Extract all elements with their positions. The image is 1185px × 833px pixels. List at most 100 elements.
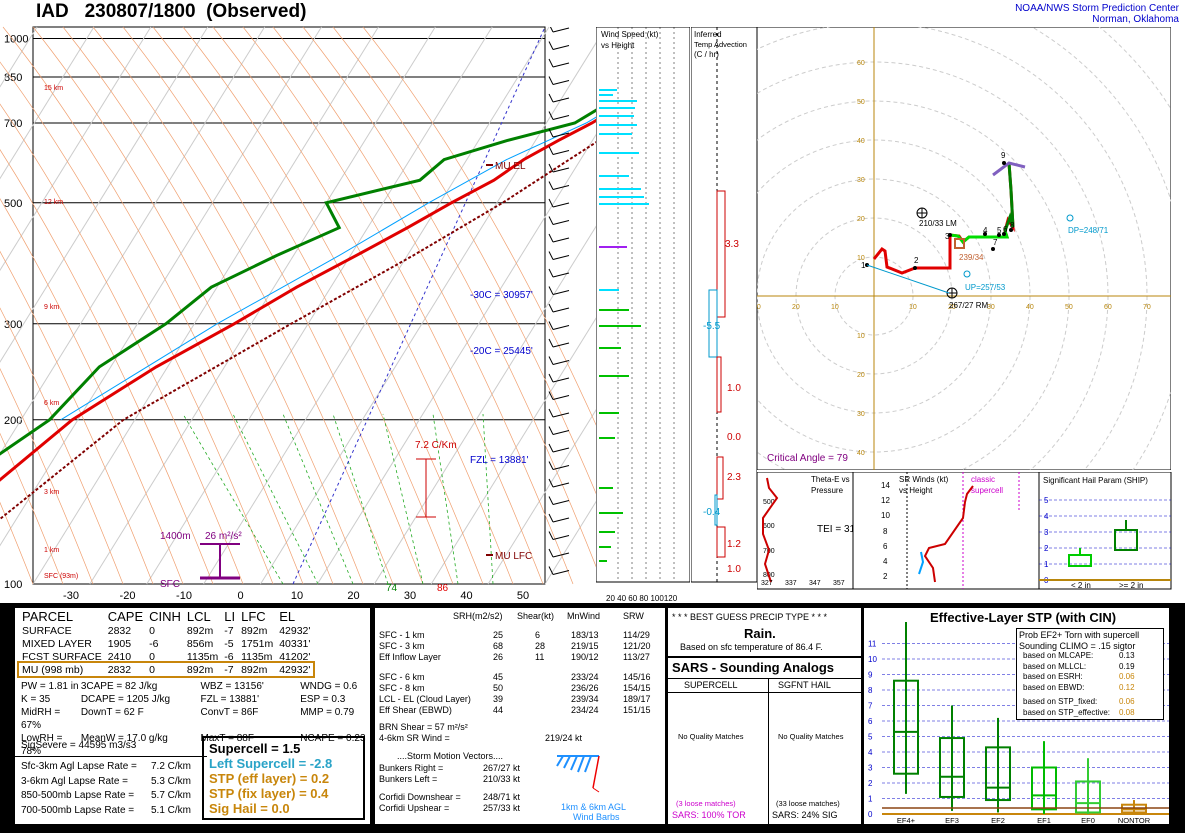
svg-text:< 2 in: < 2 in	[1071, 581, 1091, 590]
isotherm	[146, 26, 493, 585]
hodo-x-tick: 60	[1104, 304, 1112, 311]
kin-cell: 44	[493, 705, 504, 715]
wind-barb	[552, 535, 570, 540]
kin-cell: 26	[493, 652, 504, 662]
wind-barb	[552, 395, 570, 400]
kin-cell: 190/12	[571, 652, 599, 662]
lapse-row: 3-6km Agl Lapse Rate = 5.3 C/km	[21, 775, 192, 787]
mu-el-label: MU EL	[495, 161, 526, 172]
kin-cell: SFC - 1 km	[379, 630, 425, 640]
wind-barb-flag	[548, 513, 554, 523]
wind-barb	[552, 307, 570, 313]
wind-barb	[552, 80, 570, 85]
stp-prob-row: based on MLLCL: 0.19	[1023, 661, 1135, 671]
stp-prob-row: based on EBWD: 0.12	[1023, 682, 1135, 692]
dry-adiabat	[362, 26, 600, 435]
ship-y-tick: 2	[1044, 544, 1049, 553]
height-label: 6 km	[44, 400, 59, 407]
wind-barb-flag	[549, 27, 554, 33]
temp-tick: 50	[517, 590, 529, 602]
isotherm	[0, 26, 265, 455]
isotherm	[317, 127, 600, 585]
sars-panel: SARS - Sounding Analogs SUPERCELL SGFNT …	[666, 656, 863, 826]
svg-text:>= 2 in: >= 2 in	[1119, 581, 1143, 590]
wind-speed-bar	[599, 560, 607, 562]
lapse-row: 850-500mb Lapse Rate = 5.7 C/km	[21, 790, 192, 801]
svg-text:3.3: 3.3	[725, 239, 739, 250]
wind-speed-bar	[599, 487, 613, 489]
dry-adiabat	[0, 103, 244, 585]
mixing-ratio	[432, 413, 459, 585]
dry-adiabat	[0, 250, 154, 585]
kin-cell: LCL - EL (Cloud Layer)	[379, 694, 471, 704]
lapse-row: Sfc-3km Agl Lapse Rate = 7.2 C/km	[21, 761, 192, 772]
stp-category: NONTOR	[1118, 816, 1151, 824]
isotherm	[487, 402, 600, 585]
hodo-y-tick: 30	[857, 177, 865, 184]
svg-text:3: 3	[945, 232, 950, 241]
svg-text:SR Winds (kt): SR Winds (kt)	[899, 475, 949, 484]
hodo-x-tick: 10	[909, 304, 917, 311]
wind-speed-bar	[599, 347, 621, 349]
wind-barb	[552, 202, 570, 208]
wind-barb	[552, 570, 570, 575]
dry-adiabat	[272, 26, 574, 585]
svg-text:1.2: 1.2	[727, 539, 741, 550]
height-label: 3 km	[44, 489, 59, 496]
kin-cell: 234/24	[571, 705, 599, 715]
dry-adiabat	[62, 26, 364, 585]
wind-barb	[552, 62, 570, 68]
lapse-label: 7.2 C/Km	[415, 440, 457, 451]
stp-y-tick: 3	[868, 764, 873, 773]
parcel-row: MIXED LAYER 1905 -6 856m -5 1751m 40331'	[22, 637, 311, 650]
m20c-label: -20C = 25445'	[470, 346, 533, 357]
stp-y-tick: 4	[868, 748, 873, 757]
wind-speed-bar	[599, 546, 611, 548]
kin-cell: 25	[493, 630, 504, 640]
kin-cell: 189/17	[623, 694, 651, 704]
svg-text:classic: classic	[971, 475, 995, 484]
wind-barb-flag	[548, 496, 554, 505]
dry-adiabat	[0, 368, 94, 585]
pressure-tick: 300	[4, 319, 22, 331]
hodo-x-tick: 30	[987, 304, 995, 311]
temp-tick: 30	[404, 590, 416, 602]
ws-title: Wind Speed (kt)	[601, 30, 659, 39]
fzl-label: FZL = 13881'	[470, 455, 529, 466]
stp-y-tick: 9	[868, 671, 873, 680]
mixing-ratio	[482, 413, 494, 585]
svg-text:600: 600	[763, 523, 775, 530]
dry-adiabat	[212, 26, 514, 585]
wind-speed-bar	[599, 124, 637, 126]
wind-barb	[552, 325, 570, 330]
wind-barb	[552, 115, 570, 120]
station-title: IAD 230807/1800 (Observed)	[36, 1, 307, 22]
wind-barb-flag	[548, 268, 554, 278]
wind-barb-flag	[548, 41, 554, 50]
hodograph: 3020101020304050607080901009080706050403…	[757, 27, 1171, 470]
stp-box	[985, 746, 1011, 802]
wind-barb-flag	[548, 548, 554, 558]
hodo-y-tick: 10	[857, 333, 865, 340]
svg-text:0.0: 0.0	[727, 432, 741, 443]
height-label: 12 km	[44, 199, 63, 206]
stp-box	[1031, 766, 1057, 811]
hodo-y-tick: 40	[857, 450, 865, 457]
ship-y-tick: 3	[1044, 528, 1049, 537]
stp-y-tick: 6	[868, 717, 873, 726]
wind-barb-flag	[548, 443, 554, 453]
wind-barb	[552, 185, 570, 190]
wind-barb-flag	[548, 216, 554, 225]
wind-barbs	[548, 27, 570, 575]
wind-barb	[552, 255, 570, 260]
wind-barb-flag	[548, 58, 554, 68]
stp-box	[893, 679, 919, 775]
stp-box	[1075, 780, 1101, 814]
kin-cell: 233/24	[571, 672, 599, 682]
kin-cell: 183/13	[571, 630, 599, 640]
dry-adiabat	[302, 26, 600, 578]
wind-speed-bar	[599, 512, 623, 514]
wind-speed-bar	[599, 412, 619, 414]
